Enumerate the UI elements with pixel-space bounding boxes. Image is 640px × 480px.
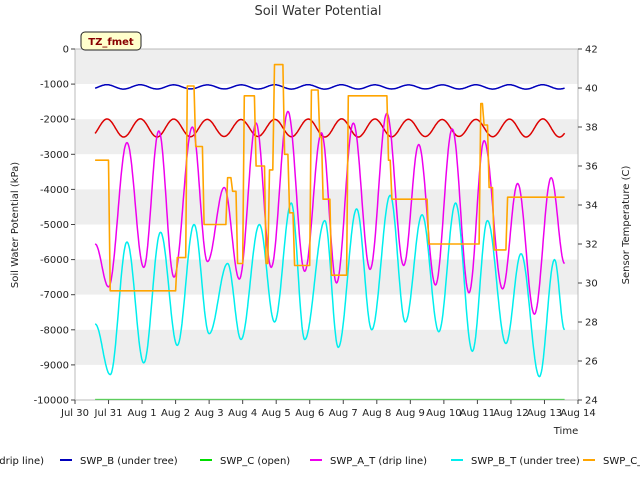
y-tick-label-left: -8000 xyxy=(40,325,69,336)
y-tick-label-left: -10000 xyxy=(34,396,69,407)
y-tick-label-left: -7000 xyxy=(40,290,69,301)
y-axis-left: 0 -1000 -2000 -3000 -4000 -5000 -6000 -7000 -800… xyxy=(34,45,75,407)
y-tick-label-right: 40 xyxy=(585,84,598,95)
grid-band xyxy=(75,84,578,120)
chart-title: Soil Water Potential xyxy=(254,4,381,19)
y-tick-label-left: -1000 xyxy=(40,80,69,91)
y-axis-right: 24 26 28 30 32 34 36 38 40 42 xyxy=(578,45,598,407)
y-tick-label-right: 42 xyxy=(585,45,598,56)
y-tick-label-left: -2000 xyxy=(40,115,69,126)
y-tick-label-right: 36 xyxy=(585,162,598,173)
x-tick-label: Aug 3 xyxy=(195,408,224,419)
x-tick-label: Aug 4 xyxy=(228,408,257,419)
y-tick-label-right: 32 xyxy=(585,240,598,251)
y-tick-label-left: -6000 xyxy=(40,255,69,266)
x-tick-label: Jul 30 xyxy=(60,408,89,419)
x-tick-label: Aug 8 xyxy=(362,408,391,419)
x-tick-label: Aug 2 xyxy=(161,408,190,419)
y-axis-title-right: Sensor Temperature (C) xyxy=(621,166,632,285)
series-line xyxy=(94,194,566,378)
y-axis-title-left: Soil Water Potential (kPa) xyxy=(10,162,21,288)
y-tick-label-right: 30 xyxy=(585,279,598,290)
y-tick-label-left: 0 xyxy=(63,45,69,56)
y-tick-label-right: 28 xyxy=(585,318,598,329)
y-tick-label-right: 34 xyxy=(585,201,598,212)
grid-band xyxy=(75,364,578,400)
y-tick-label-left: -3000 xyxy=(40,150,69,161)
x-tick-label: Aug 12 xyxy=(493,408,528,419)
x-tick-label: Aug 6 xyxy=(295,408,324,419)
y-tick-label-left: -5000 xyxy=(40,220,69,231)
y-tick-label-left: -9000 xyxy=(40,360,69,371)
grid-band xyxy=(75,294,578,330)
x-tick-label: Aug 5 xyxy=(262,408,291,419)
y-tick-label-right: 24 xyxy=(585,396,598,407)
legend-label: SWP_B_T (under tree) xyxy=(471,456,580,467)
x-axis-title: Time xyxy=(553,426,578,437)
y-tick-label-left: -4000 xyxy=(40,185,69,196)
y-tick-label-right: 38 xyxy=(585,123,598,134)
x-tick-label: Jul 31 xyxy=(94,408,123,419)
x-tick-label: Aug 7 xyxy=(329,408,358,419)
grid-band xyxy=(75,49,578,85)
legend-label: SWP_C_T (open) xyxy=(603,456,640,467)
legend-label: SWP_C (open) xyxy=(220,456,290,467)
x-tick-label: Aug 11 xyxy=(460,408,495,419)
series-line xyxy=(94,83,565,90)
legend: drip line) SWP_B (under tree) SWP_C (open)… xyxy=(0,456,640,467)
x-tick-label: Aug 10 xyxy=(426,408,461,419)
series-line xyxy=(95,63,565,292)
legend-label: drip line) xyxy=(0,456,44,467)
annotation-label: TZ_fmet xyxy=(88,37,134,48)
series-line xyxy=(94,118,566,138)
grid-band xyxy=(75,329,578,365)
x-axis: Jul 30 Jul 31 Aug 1 Aug 2 Aug 3 Aug 4 Aug 5 Aug… xyxy=(60,400,596,419)
x-tick-label: Aug 1 xyxy=(128,408,157,419)
annotation-box: TZ_fmet xyxy=(80,31,142,51)
grid-band xyxy=(75,259,578,295)
legend-label: SWP_A_T (drip line) xyxy=(330,456,427,467)
y-tick-label-right: 26 xyxy=(585,357,598,368)
x-tick-label: Aug 14 xyxy=(560,408,595,419)
legend-label: SWP_B (under tree) xyxy=(80,456,178,467)
x-tick-label: Aug 9 xyxy=(396,408,425,419)
x-tick-label: Aug 13 xyxy=(527,408,562,419)
